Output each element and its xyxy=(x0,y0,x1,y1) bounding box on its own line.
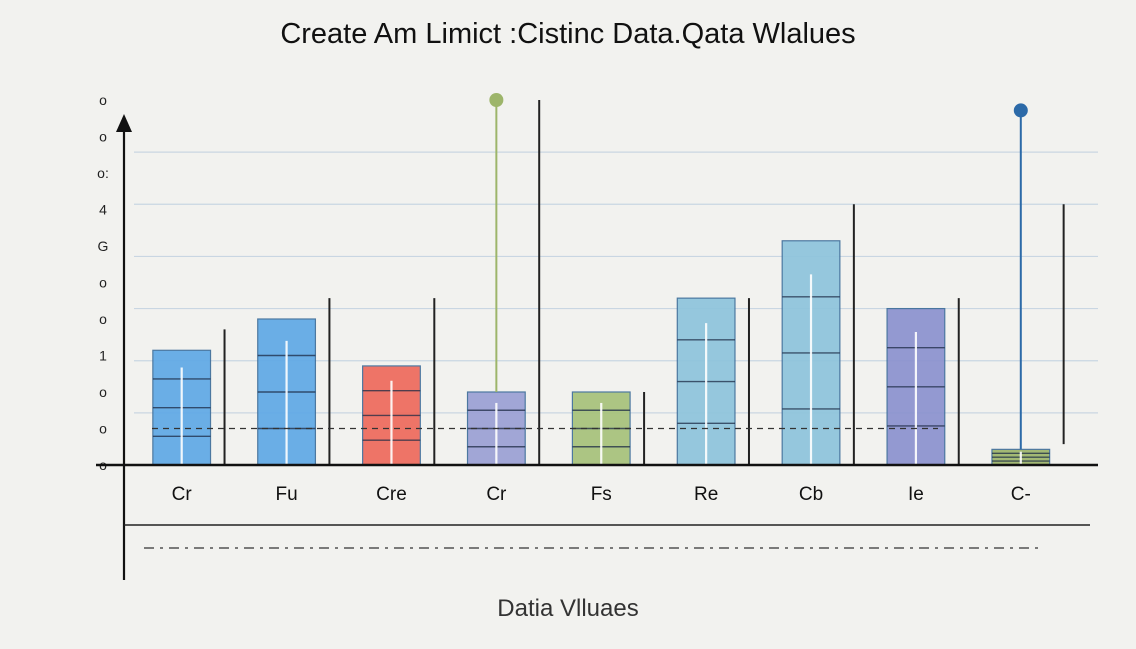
x-tick-label: C- xyxy=(1011,484,1031,505)
axes xyxy=(96,114,1098,580)
y-axis-arrow xyxy=(116,114,132,132)
x-tick-labels: Cr Fu Cre Cr Fs Re Cb Ie C- xyxy=(172,484,1031,505)
y-tick-label: o xyxy=(99,421,107,437)
y-tick-label: o xyxy=(99,275,107,291)
y-tick-label: o xyxy=(99,92,107,108)
marker-point xyxy=(489,93,504,107)
x-axis-label: Datia Vlluaes xyxy=(497,595,639,622)
x-tick-label: Re xyxy=(694,484,718,505)
chart-title: Create Am Limict :Cistinc Data.Qata Wlal… xyxy=(280,18,856,50)
x-tick-label: Fu xyxy=(275,484,297,505)
x-tick-label: Fs xyxy=(591,484,612,505)
y-tick-labels: ooo:4Goo1ooo xyxy=(97,92,109,473)
error-bars xyxy=(152,93,1065,465)
x-tick-label: Ie xyxy=(908,484,924,505)
y-tick-label: o xyxy=(99,129,107,145)
marker-point xyxy=(1013,103,1028,118)
x-tick-label: Cr xyxy=(486,484,507,505)
y-tick-label: o xyxy=(99,311,107,327)
y-tick-label: o xyxy=(99,384,107,400)
y-tick-label: G xyxy=(98,238,109,254)
x-tick-label: Cre xyxy=(376,484,407,505)
bars xyxy=(152,240,1051,466)
y-tick-label: 4 xyxy=(99,202,107,218)
y-tick-label: 1 xyxy=(99,348,107,364)
x-tick-label: Cr xyxy=(172,484,193,505)
x-tick-label: Cb xyxy=(799,484,823,505)
y-tick-label: o: xyxy=(97,165,109,181)
